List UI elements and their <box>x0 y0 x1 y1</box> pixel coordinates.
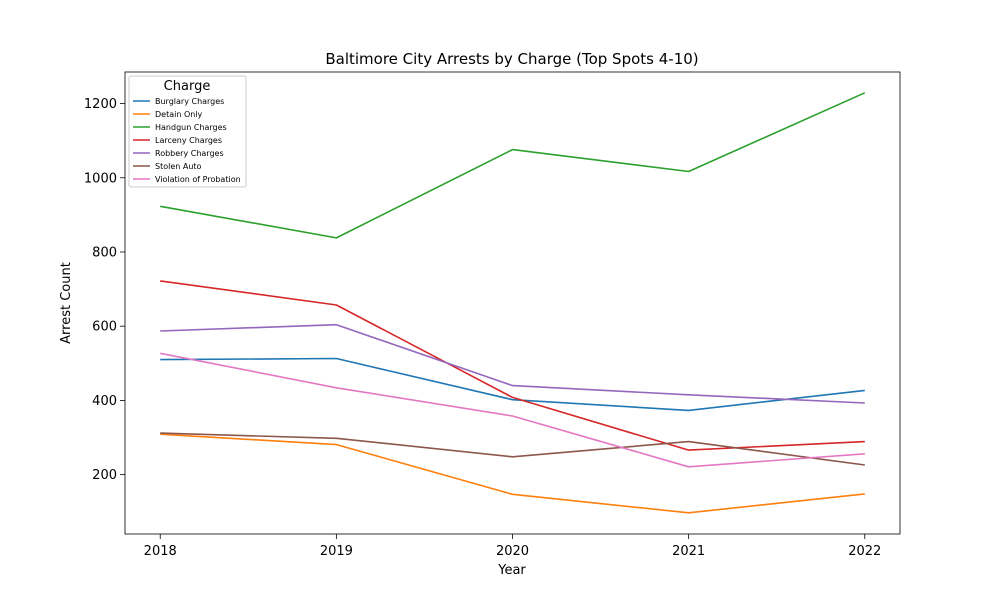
y-tick-label: 600 <box>92 320 117 335</box>
y-axis-label: Arrest Count <box>59 262 74 344</box>
x-tick-label: 2022 <box>848 544 881 559</box>
series-line-detain-only <box>160 433 865 514</box>
legend-label-handgun-charges: Handgun Charges <box>155 123 227 132</box>
x-tick-label: 2018 <box>144 544 177 559</box>
y-axis: 200 400 600 800 1000 1200 <box>84 97 125 483</box>
legend-title: Charge <box>164 79 211 94</box>
series-line-burglary-charges <box>160 357 865 412</box>
series-line-stolen-auto <box>160 432 865 466</box>
chart-title: Baltimore City Arrests by Charge (Top Sp… <box>325 50 698 68</box>
legend-label-robbery-charges: Robbery Charges <box>155 149 224 158</box>
y-tick-label: 800 <box>92 245 117 260</box>
legend-label-stolen-auto: Stolen Auto <box>155 162 202 171</box>
series-line-robbery-charges <box>160 323 865 404</box>
x-axis-label: Year <box>497 563 526 578</box>
legend-label-larceny-charges: Larceny Charges <box>155 136 222 145</box>
x-tick-label: 2020 <box>496 544 529 559</box>
series-line-violation-of-probation <box>160 352 865 468</box>
legend-label-violation-of-probation: Violation of Probation <box>155 175 241 184</box>
y-tick-label: 1000 <box>84 171 117 186</box>
y-tick-label: 1200 <box>84 97 117 112</box>
y-tick-label: 200 <box>92 468 117 483</box>
series-line-handgun-charges <box>160 92 866 239</box>
x-tick-label: 2019 <box>320 544 353 559</box>
legend: Charge Burglary Charges Detain Only Handgu… <box>128 75 247 188</box>
x-axis: 2018 2019 2020 2021 2022 <box>144 534 881 559</box>
series-line-larceny-charges <box>160 280 865 451</box>
legend-items: Burglary Charges Detain Only Handgun Charg… <box>133 97 241 184</box>
legend-box <box>128 75 247 188</box>
x-tick-label: 2021 <box>672 544 705 559</box>
legend-label-detain-only: Detain Only <box>155 110 203 119</box>
series-layer <box>160 92 866 514</box>
legend-label-burglary-charges: Burglary Charges <box>155 97 224 106</box>
y-tick-label: 400 <box>92 394 117 409</box>
